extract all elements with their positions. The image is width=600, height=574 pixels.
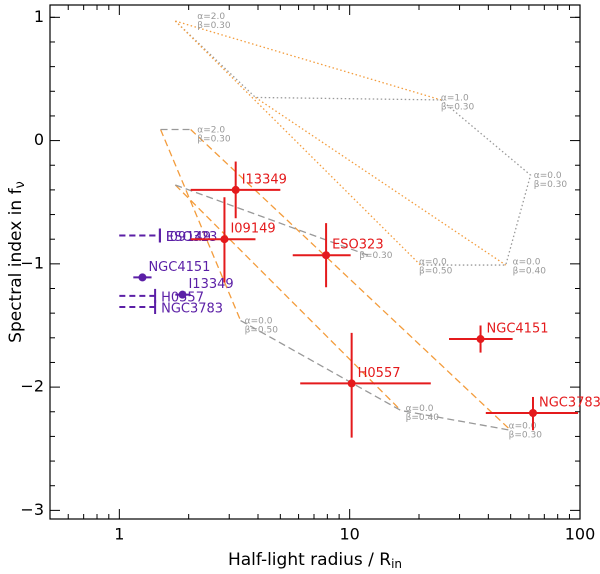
plot-frame bbox=[49, 4, 581, 520]
point-label: I09149 bbox=[230, 222, 275, 237]
model-label-line: β=0.50 bbox=[245, 325, 279, 335]
point bbox=[220, 235, 229, 244]
point bbox=[138, 273, 147, 282]
model-line bbox=[174, 20, 421, 266]
point-label: I13349 bbox=[242, 172, 287, 187]
x-axis-label: Half-light radius / Rin bbox=[228, 550, 402, 571]
point-label: NGC3783 bbox=[539, 395, 600, 410]
point bbox=[528, 408, 537, 417]
model-line bbox=[240, 319, 511, 431]
point bbox=[347, 379, 356, 388]
model-label-line: β=0.40 bbox=[513, 266, 547, 276]
y-tick-label: −3 bbox=[20, 500, 44, 519]
model-label-line: α=0.0 bbox=[245, 316, 273, 326]
y-tick-label: −1 bbox=[20, 253, 44, 272]
model-label: α=2.0 β=0.30 bbox=[197, 12, 231, 31]
model-label-line: β=0.40 bbox=[406, 413, 440, 423]
model-label-line: β=0.30 bbox=[359, 251, 393, 261]
model-label: α=0.0 β=0.40 bbox=[406, 404, 440, 423]
model-label-line: β=0.30 bbox=[534, 180, 568, 190]
y-tick-label: 0 bbox=[34, 130, 44, 149]
limit-label: NGC3783 bbox=[161, 301, 223, 316]
model-label-line: β=0.30 bbox=[509, 430, 543, 440]
model-line bbox=[190, 129, 512, 431]
model-label-line: α=0.0 bbox=[406, 404, 434, 414]
model-line bbox=[159, 129, 242, 321]
x-tick-label: 10 bbox=[339, 525, 359, 544]
y-tick-label: −2 bbox=[20, 377, 44, 396]
model-label-line: β=0.30 bbox=[197, 134, 231, 144]
y-axis-label: Spectral index in fν bbox=[6, 181, 28, 343]
model-label: α=1.0 β=0.30 bbox=[441, 93, 475, 112]
model-label: α=0.0 β=0.30 bbox=[534, 171, 568, 190]
model-label: α=0.0 β=0.50 bbox=[245, 316, 279, 335]
model-label: α=0.0 β=0.30 bbox=[509, 421, 543, 440]
point-label: NGC4151 bbox=[148, 260, 210, 275]
point bbox=[322, 251, 331, 260]
limit-label: I09149 bbox=[166, 230, 211, 245]
point-label: NGC4151 bbox=[487, 322, 549, 337]
y-tick-label: 1 bbox=[34, 7, 44, 26]
x-tick-label: 1 bbox=[114, 525, 124, 544]
point bbox=[178, 290, 187, 299]
x-tick-label: 100 bbox=[565, 525, 596, 544]
model-label-line: α=0.0 bbox=[419, 257, 447, 267]
model-line bbox=[174, 20, 532, 266]
model-label: β=0.30 bbox=[359, 251, 393, 261]
model-line bbox=[174, 184, 402, 411]
model-label: α=0.0 β=0.50 bbox=[419, 257, 453, 276]
model-label-line: β=0.30 bbox=[441, 102, 475, 112]
model-line bbox=[175, 184, 369, 256]
model-label-line: β=0.50 bbox=[419, 266, 453, 276]
model-label: α=2.0 β=0.30 bbox=[197, 125, 231, 144]
point-label: H0557 bbox=[358, 366, 401, 381]
model-label-line: α=0.0 bbox=[513, 257, 541, 267]
model-label-line: α=1.0 bbox=[441, 93, 469, 103]
model-label-line: α=0.0 bbox=[509, 421, 537, 431]
point-label: ESO323 bbox=[332, 238, 384, 253]
model-label-line: α=2.0 bbox=[197, 12, 225, 22]
model-label-line: β=0.30 bbox=[197, 21, 231, 31]
point bbox=[476, 335, 485, 344]
point-label: I13349 bbox=[188, 277, 233, 292]
model-label: α=0.0 β=0.40 bbox=[513, 257, 547, 276]
model-label-line: α=2.0 bbox=[197, 125, 225, 135]
model-label-line: α=0.0 bbox=[534, 171, 562, 181]
point bbox=[231, 185, 240, 194]
limit-label: ESO323 bbox=[166, 230, 218, 245]
